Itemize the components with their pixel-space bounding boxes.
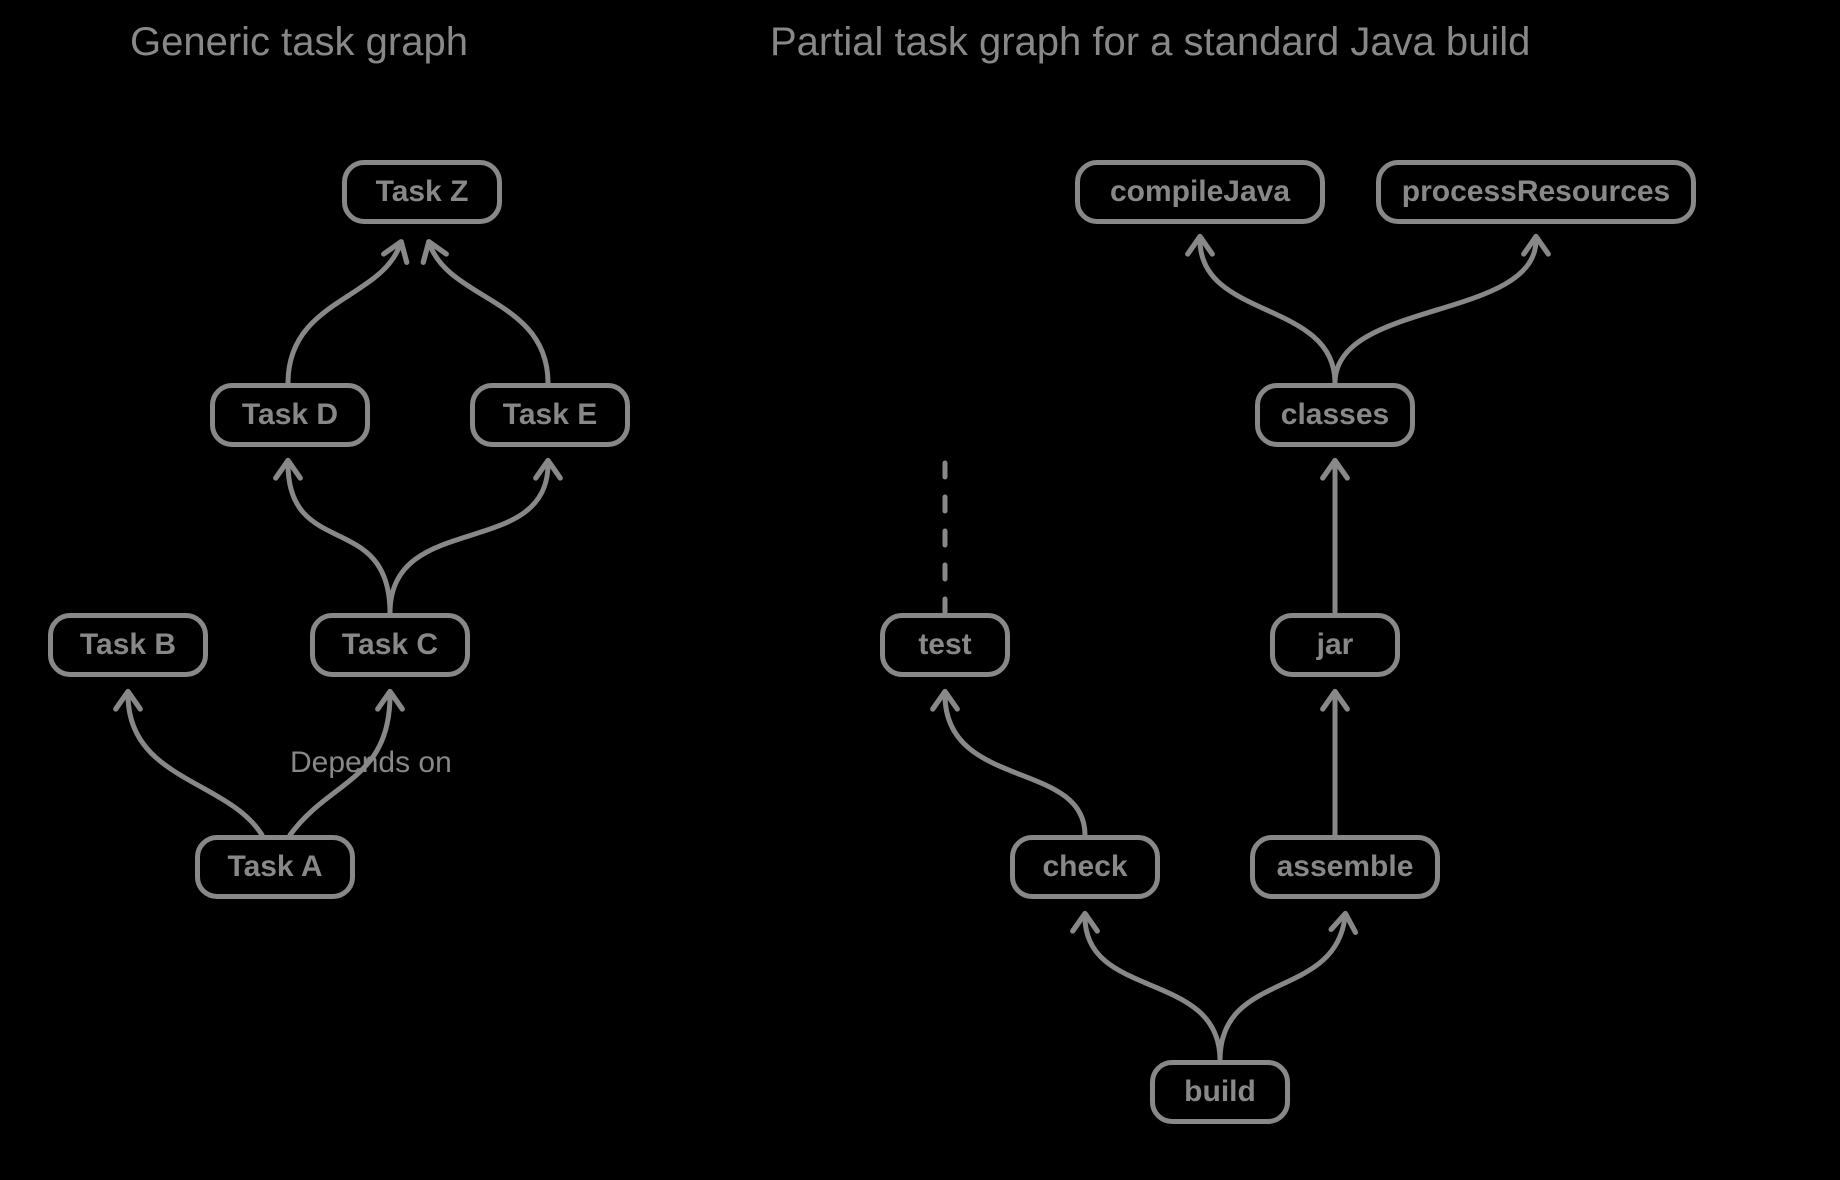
title-left: Generic task graph xyxy=(130,20,468,65)
node-build: build xyxy=(1150,1060,1290,1124)
node-task-a: Task A xyxy=(195,835,355,899)
node-assemble: assemble xyxy=(1250,835,1440,899)
edge-a_to_b xyxy=(128,695,262,835)
edge-e_to_z xyxy=(430,245,548,383)
node-task-d: Task D xyxy=(210,383,370,447)
node-classes: classes xyxy=(1255,383,1415,447)
node-task-e: Task E xyxy=(470,383,630,447)
edge-classes_to_compile xyxy=(1200,240,1335,383)
node-task-b: Task B xyxy=(48,613,208,677)
node-task-c: Task C xyxy=(310,613,470,677)
edge-check_to_test xyxy=(945,695,1085,835)
edge-c_to_e xyxy=(390,464,548,613)
diagram-canvas: Generic task graph Partial task graph fo… xyxy=(0,0,1840,1180)
edge-label-depends-on: Depends on xyxy=(290,746,452,780)
node-test: test xyxy=(880,613,1010,677)
node-jar: jar xyxy=(1270,613,1400,677)
node-process-resources: processResources xyxy=(1376,160,1696,224)
edge-d_to_z xyxy=(288,245,400,383)
title-right: Partial task graph for a standard Java b… xyxy=(770,20,1530,65)
node-task-z: Task Z xyxy=(342,160,502,224)
edge-classes_to_process xyxy=(1335,240,1536,383)
edge-build_to_assemble xyxy=(1220,917,1345,1060)
node-check: check xyxy=(1010,835,1160,899)
node-compile-java: compileJava xyxy=(1075,160,1325,224)
edge-build_to_check xyxy=(1085,917,1220,1060)
edge-c_to_d xyxy=(288,464,390,613)
